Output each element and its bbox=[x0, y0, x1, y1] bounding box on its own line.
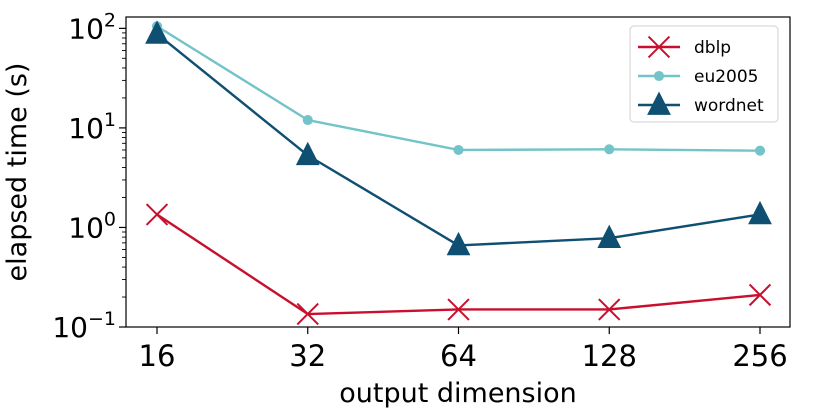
point-eu2005-4 bbox=[754, 145, 766, 156]
y-tick-label-0: 102 bbox=[68, 9, 116, 45]
point-wordnet-2 bbox=[446, 231, 471, 256]
series-layer bbox=[145, 20, 772, 326]
point-wordnet-1 bbox=[295, 141, 320, 166]
y-tick-label-1: 101 bbox=[68, 109, 116, 145]
x-tick-label-1: 32 bbox=[289, 339, 326, 373]
point-dblp-0 bbox=[145, 203, 169, 226]
point-wordnet-3 bbox=[597, 224, 622, 249]
legend-frame bbox=[629, 25, 779, 123]
point-eu2005-1 bbox=[302, 114, 313, 126]
point-wordnet-4 bbox=[748, 200, 772, 225]
legend-marker-eu2005 bbox=[653, 70, 665, 82]
x-tick-label-3: 128 bbox=[582, 339, 637, 373]
point-wordnet-0 bbox=[145, 20, 169, 44]
legend: dblp eu2005 wordnet bbox=[629, 25, 779, 123]
point-eu2005-2 bbox=[453, 144, 464, 156]
point-dblp-1 bbox=[296, 302, 319, 326]
legend-marker-wordnet bbox=[647, 91, 671, 115]
point-eu2005-3 bbox=[604, 144, 615, 155]
y-tick-label-2: 100 bbox=[68, 208, 116, 244]
legend-label-eu2005: eu2005 bbox=[694, 67, 759, 87]
ticks-layer: 16 32 64 128 256 102 101 100 10−1 bbox=[52, 9, 787, 373]
legend-label-dblp: dblp bbox=[694, 38, 731, 58]
x-tick-label-0: 16 bbox=[139, 339, 176, 373]
legend-label-wordnet: wordnet bbox=[694, 96, 764, 116]
y-axis-title: elapsed time (s) bbox=[2, 63, 33, 282]
y-tick-label-3: 10−1 bbox=[52, 308, 116, 344]
legend-marker-dblp bbox=[647, 35, 671, 59]
x-tick-label-4: 256 bbox=[732, 339, 787, 373]
point-dblp-3 bbox=[598, 298, 621, 321]
point-dblp-4 bbox=[748, 283, 772, 307]
point-dblp-2 bbox=[447, 298, 470, 321]
x-tick-label-2: 64 bbox=[440, 339, 477, 373]
x-axis-title: output dimension bbox=[339, 378, 577, 409]
